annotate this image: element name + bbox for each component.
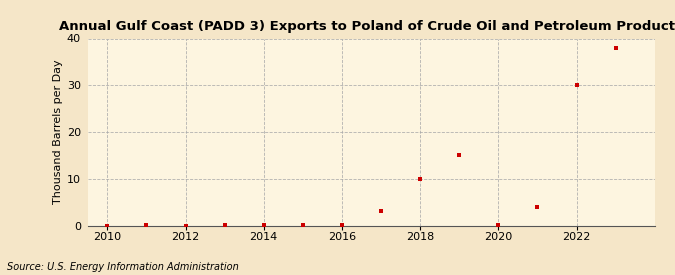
Point [141, 223, 152, 227]
Point [571, 83, 582, 87]
Point [610, 46, 621, 50]
Point [337, 223, 348, 227]
Point [219, 223, 230, 227]
Title: Annual Gulf Coast (PADD 3) Exports to Poland of Crude Oil and Petroleum Products: Annual Gulf Coast (PADD 3) Exports to Po… [59, 20, 675, 33]
Point [493, 223, 504, 227]
Point [375, 209, 386, 214]
Point [454, 153, 464, 158]
Point [102, 223, 113, 228]
Point [414, 177, 425, 181]
Point [259, 223, 269, 227]
Text: Source: U.S. Energy Information Administration: Source: U.S. Energy Information Administ… [7, 262, 238, 272]
Y-axis label: Thousand Barrels per Day: Thousand Barrels per Day [53, 60, 63, 204]
Point [180, 223, 191, 228]
Point [532, 205, 543, 209]
Point [298, 223, 308, 227]
